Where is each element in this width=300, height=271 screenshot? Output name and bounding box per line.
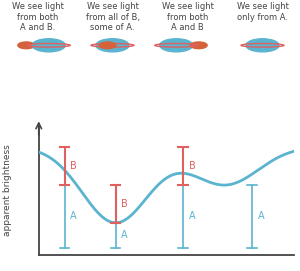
Text: A: A xyxy=(70,211,77,221)
Text: B: B xyxy=(189,161,195,171)
Text: We see light
from both
A and B: We see light from both A and B xyxy=(162,2,213,32)
Circle shape xyxy=(160,39,193,52)
Circle shape xyxy=(18,42,35,49)
Text: A: A xyxy=(257,211,264,221)
Circle shape xyxy=(32,39,65,52)
Text: B: B xyxy=(121,199,128,209)
Text: B: B xyxy=(70,161,77,171)
Text: A: A xyxy=(189,211,195,221)
Circle shape xyxy=(96,39,129,52)
Circle shape xyxy=(99,42,116,49)
Text: A: A xyxy=(121,230,128,240)
Circle shape xyxy=(190,42,207,49)
Circle shape xyxy=(246,39,279,52)
Text: apparent brightness: apparent brightness xyxy=(3,144,12,235)
Text: We see light
from both
A and B.: We see light from both A and B. xyxy=(12,2,63,32)
Text: We see light
from all of B,
some of A.: We see light from all of B, some of A. xyxy=(85,2,140,32)
Text: We see light
only from A.: We see light only from A. xyxy=(237,2,288,22)
